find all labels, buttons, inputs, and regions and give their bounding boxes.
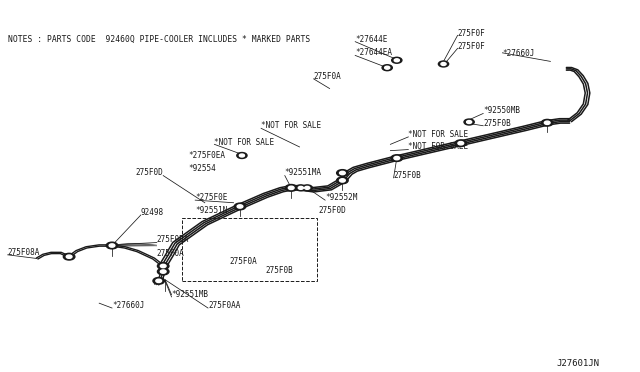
Circle shape (467, 121, 472, 124)
Circle shape (337, 177, 348, 184)
Text: NOTES : PARTS CODE  92460Q PIPE-COOLER INCLUDES * MARKED PARTS: NOTES : PARTS CODE 92460Q PIPE-COOLER IN… (8, 35, 310, 44)
Text: *27660J: *27660J (112, 301, 145, 310)
Circle shape (67, 255, 72, 259)
Text: 275F0A: 275F0A (157, 249, 184, 258)
Text: *92551MA: *92551MA (285, 169, 322, 177)
Text: J27601JN: J27601JN (557, 359, 600, 368)
Circle shape (382, 65, 392, 71)
Circle shape (340, 171, 346, 175)
Circle shape (288, 186, 294, 190)
Text: 275F0B: 275F0B (394, 171, 421, 180)
Text: 275F0BA: 275F0BA (157, 235, 189, 244)
Text: 275F0AA: 275F0AA (208, 301, 241, 310)
Circle shape (153, 278, 164, 284)
Text: 92498: 92498 (141, 208, 164, 217)
Text: *NOT FOR SALE: *NOT FOR SALE (408, 142, 468, 151)
Text: 275F0F: 275F0F (458, 29, 485, 38)
Circle shape (106, 242, 118, 249)
Text: *NOT FOR SALE: *NOT FOR SALE (214, 138, 275, 147)
Text: 275F0A: 275F0A (314, 72, 341, 81)
Circle shape (391, 155, 403, 161)
Text: 275F08A: 275F08A (8, 248, 40, 257)
Circle shape (160, 264, 166, 268)
Circle shape (296, 185, 306, 191)
Text: *92552M: *92552M (325, 193, 358, 202)
Circle shape (541, 119, 553, 126)
Text: 275F0A: 275F0A (229, 257, 257, 266)
Circle shape (298, 186, 303, 189)
Circle shape (455, 140, 467, 147)
Circle shape (438, 61, 449, 67)
Text: *92551MB: *92551MB (172, 290, 209, 299)
Text: 275F0D: 275F0D (136, 169, 163, 177)
Circle shape (63, 253, 75, 260)
Circle shape (337, 170, 348, 176)
Circle shape (156, 279, 161, 283)
Circle shape (458, 142, 463, 145)
Circle shape (237, 153, 247, 158)
Circle shape (302, 185, 312, 191)
Text: 275F0D: 275F0D (319, 206, 346, 215)
Circle shape (392, 57, 402, 63)
Text: *92550MB: *92550MB (483, 106, 520, 115)
Circle shape (239, 154, 244, 157)
Text: *NOT FOR SALE: *NOT FOR SALE (408, 130, 468, 139)
Circle shape (464, 119, 474, 125)
Text: *92554: *92554 (189, 164, 216, 173)
Circle shape (109, 244, 115, 247)
Circle shape (285, 185, 297, 191)
Circle shape (160, 270, 166, 273)
Circle shape (394, 157, 400, 160)
Text: *27644E: *27644E (355, 35, 388, 44)
Text: 275F0B: 275F0B (483, 119, 511, 128)
Circle shape (385, 66, 390, 69)
Text: 275F0F: 275F0F (458, 42, 485, 51)
Circle shape (237, 205, 243, 208)
Text: *27644EA: *27644EA (355, 48, 392, 57)
Circle shape (157, 268, 169, 275)
Circle shape (305, 186, 310, 189)
Text: *NOT FOR SALE: *NOT FOR SALE (261, 121, 321, 130)
Circle shape (394, 59, 399, 62)
Circle shape (340, 179, 346, 182)
Polygon shape (112, 244, 157, 246)
Circle shape (157, 263, 169, 269)
Circle shape (545, 121, 550, 124)
Text: *275F0EA: *275F0EA (189, 151, 226, 160)
Text: 275F0B: 275F0B (266, 266, 293, 275)
Circle shape (234, 203, 246, 210)
Circle shape (441, 62, 446, 65)
Text: *27660J: *27660J (502, 49, 535, 58)
Text: *92551N: *92551N (195, 206, 228, 215)
Text: *275F0E: *275F0E (195, 193, 228, 202)
